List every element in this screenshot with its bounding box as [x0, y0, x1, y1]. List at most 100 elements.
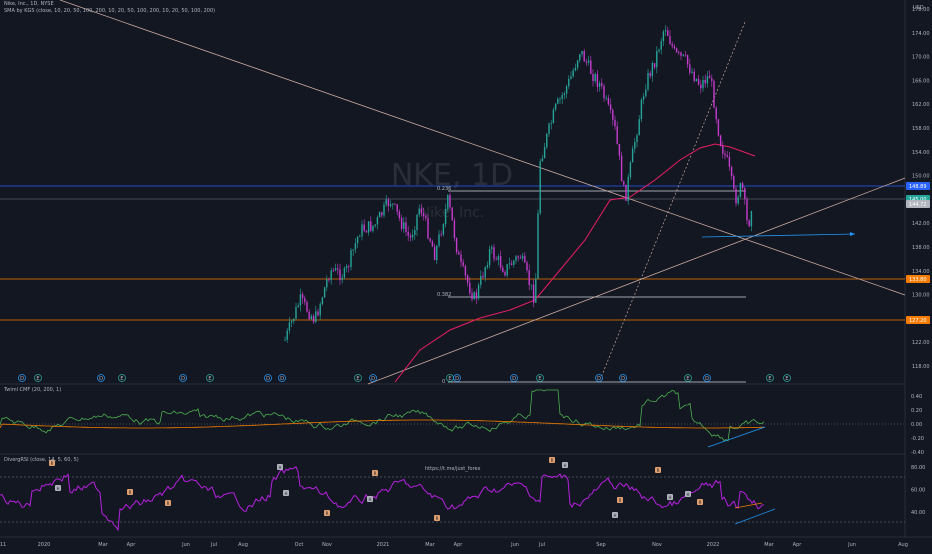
- dividend-icon[interactable]: [369, 374, 377, 382]
- dividend-icon[interactable]: [619, 374, 627, 382]
- hidden-divergence-marker: [685, 491, 691, 497]
- time-axis[interactable]: 11 2020 Mar Apr Jun Jul Aug Oct Nov 2021 Mar Apr Jun…: [0, 542, 908, 548]
- candle-body: [684, 54, 687, 56]
- trendline-ascending[interactable]: [367, 177, 906, 385]
- dividend-icon[interactable]: [97, 374, 105, 382]
- rsi-title[interactable]: DivergRSI (close, 14, 5, 60, 5): [4, 457, 79, 463]
- dividend-icon[interactable]: [18, 374, 26, 382]
- marker-letter: H: [278, 465, 281, 470]
- dividend-icon[interactable]: [179, 374, 187, 382]
- candle-body: [695, 78, 698, 82]
- candle-body: [466, 275, 469, 283]
- candle-body: [365, 230, 368, 233]
- dividend-icon[interactable]: [595, 374, 603, 382]
- earnings-icon[interactable]: [354, 374, 362, 382]
- time-tick: Jul: [538, 542, 545, 548]
- trendline-descending[interactable]: [59, 0, 906, 296]
- event-letter: D: [455, 376, 459, 382]
- candle-body: [563, 93, 566, 96]
- price-tick: 166.00: [912, 78, 930, 84]
- regular-divergence-marker: [549, 457, 555, 463]
- earnings-icon[interactable]: [766, 374, 774, 382]
- candle-body: [653, 62, 656, 68]
- candle-body: [400, 217, 403, 229]
- time-tick: Nov: [322, 542, 332, 548]
- sma-200-line: [394, 143, 756, 383]
- time-tick: Aug: [238, 542, 248, 548]
- time-tick: Mar: [425, 542, 435, 548]
- earnings-icon[interactable]: [536, 374, 544, 382]
- candle-body: [506, 264, 508, 276]
- marker-letter: H: [668, 495, 671, 500]
- candle-body: [502, 267, 504, 273]
- candle-body: [605, 97, 607, 99]
- rsi-link-text[interactable]: https://t.me/just_forex: [425, 466, 480, 472]
- candle-body: [306, 302, 308, 312]
- dividend-icon[interactable]: [453, 374, 461, 382]
- earnings-icon[interactable]: [34, 374, 42, 382]
- price-tick: 162.00: [912, 102, 930, 108]
- marker-letter: R: [374, 471, 377, 476]
- candle-body: [719, 135, 722, 147]
- projection-arrow[interactable]: [701, 233, 856, 238]
- rsi-divergence-arrow: [734, 508, 776, 525]
- time-tick: Mar: [98, 542, 108, 548]
- regular-divergence-marker: [127, 489, 133, 495]
- price-label-box: [906, 200, 930, 208]
- earnings-icon[interactable]: [783, 374, 791, 382]
- symbol-title[interactable]: Nike, Inc., 1D, NYSE: [4, 1, 54, 7]
- candle-body: [504, 272, 506, 276]
- candle-body: [458, 252, 460, 255]
- earnings-icon[interactable]: [118, 374, 126, 382]
- time-tick: Jun: [510, 542, 519, 548]
- candle-body: [462, 262, 464, 266]
- candle-body: [596, 74, 599, 87]
- earnings-icon[interactable]: [684, 374, 692, 382]
- candle-body: [372, 225, 374, 232]
- candle-body: [642, 96, 645, 100]
- trendline-dotted[interactable]: [599, 21, 746, 381]
- price-candles[interactable]: [284, 25, 753, 343]
- dividend-icon[interactable]: [510, 374, 518, 382]
- candle-body: [543, 147, 546, 159]
- candle-body: [464, 265, 467, 276]
- candle-body: [328, 279, 330, 281]
- event-letter: E: [448, 376, 451, 382]
- candle-body: [425, 216, 427, 219]
- cmf-title[interactable]: Twiml CMF (20, 200, 1): [3, 387, 61, 393]
- time-tick: 2022: [707, 542, 720, 548]
- candle-body: [689, 64, 691, 73]
- sma-indicator-title[interactable]: SMA by KGS (close, 10, 20, 50, 100, 200,…: [4, 8, 216, 14]
- candle-body: [350, 250, 352, 267]
- candle-body: [678, 52, 680, 53]
- candle-body: [510, 263, 513, 265]
- marker-letter: R: [699, 500, 702, 505]
- candle-body: [616, 126, 618, 144]
- candle-body: [671, 44, 673, 47]
- candle-body: [572, 70, 574, 77]
- candle-body: [451, 207, 453, 221]
- candle-body: [508, 263, 511, 265]
- marker-letter: R: [129, 490, 132, 495]
- dividend-icon[interactable]: [278, 374, 286, 382]
- event-letter: D: [705, 376, 709, 382]
- cmf-tick: 0.20: [911, 408, 922, 414]
- watermark-symbol: NKE, 1D: [391, 158, 513, 193]
- rsi-line: [0, 466, 765, 532]
- candle-body: [297, 305, 299, 307]
- candle-body: [482, 275, 484, 278]
- candle-body: [702, 79, 704, 89]
- candle-body: [440, 234, 442, 236]
- time-tick: Aug: [898, 542, 908, 548]
- dividend-icon[interactable]: [703, 374, 711, 382]
- dividend-icon[interactable]: [264, 374, 272, 382]
- regular-divergence-marker: [372, 470, 378, 476]
- candle-body: [631, 148, 634, 163]
- time-tick: Apr: [127, 542, 137, 548]
- candle-body: [746, 199, 748, 221]
- candle-body: [416, 214, 418, 231]
- earnings-icon[interactable]: [206, 374, 214, 382]
